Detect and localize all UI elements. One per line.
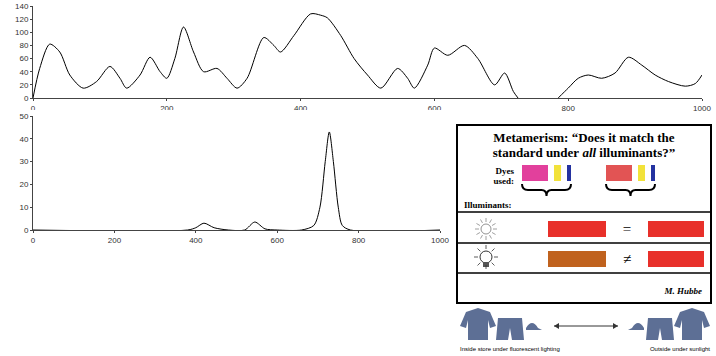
svg-text:1000: 1000	[693, 104, 711, 112]
svg-text:standard under all illuminants: standard under all illuminants?”	[493, 145, 675, 160]
svg-text:used:: used:	[493, 176, 514, 186]
svg-text:0: 0	[31, 104, 36, 112]
svg-text:200: 200	[108, 236, 122, 244]
svg-text:10: 10	[19, 203, 28, 212]
svg-text:800: 800	[352, 236, 366, 244]
svg-text:400: 400	[189, 236, 203, 244]
svg-text:Dyes: Dyes	[496, 166, 515, 176]
svg-text:30: 30	[19, 157, 28, 166]
svg-text:50: 50	[19, 112, 28, 121]
svg-text:0: 0	[31, 236, 36, 244]
svg-text:40: 40	[19, 68, 28, 77]
svg-text:≠: ≠	[623, 251, 631, 267]
svg-text:120: 120	[15, 15, 29, 24]
svg-text:0: 0	[24, 226, 29, 235]
svg-text:600: 600	[271, 236, 285, 244]
svg-text:400: 400	[294, 104, 308, 112]
svg-text:20: 20	[19, 180, 28, 189]
svg-text:40: 40	[19, 135, 28, 144]
svg-text:20: 20	[19, 81, 28, 90]
svg-text:Illuminants:: Illuminants:	[464, 200, 512, 210]
svg-text:140: 140	[15, 2, 29, 11]
svg-text:Inside store under fluorescent: Inside store under fluorescent lighting	[460, 346, 560, 352]
svg-text:100: 100	[15, 28, 29, 37]
svg-text:1000: 1000	[431, 236, 449, 244]
svg-text:800: 800	[562, 104, 576, 112]
svg-text:60: 60	[19, 54, 28, 63]
svg-text:200: 200	[160, 104, 174, 112]
svg-text:80: 80	[19, 41, 28, 50]
svg-text:=: =	[623, 221, 631, 237]
svg-text:0: 0	[24, 94, 29, 103]
svg-text:M. Hubbe: M. Hubbe	[663, 286, 702, 296]
svg-text:Metamerism: “Does it match the: Metamerism: “Does it match the	[493, 130, 674, 145]
svg-text:600: 600	[428, 104, 442, 112]
svg-text:Outside under sunlight: Outside under sunlight	[650, 346, 710, 352]
